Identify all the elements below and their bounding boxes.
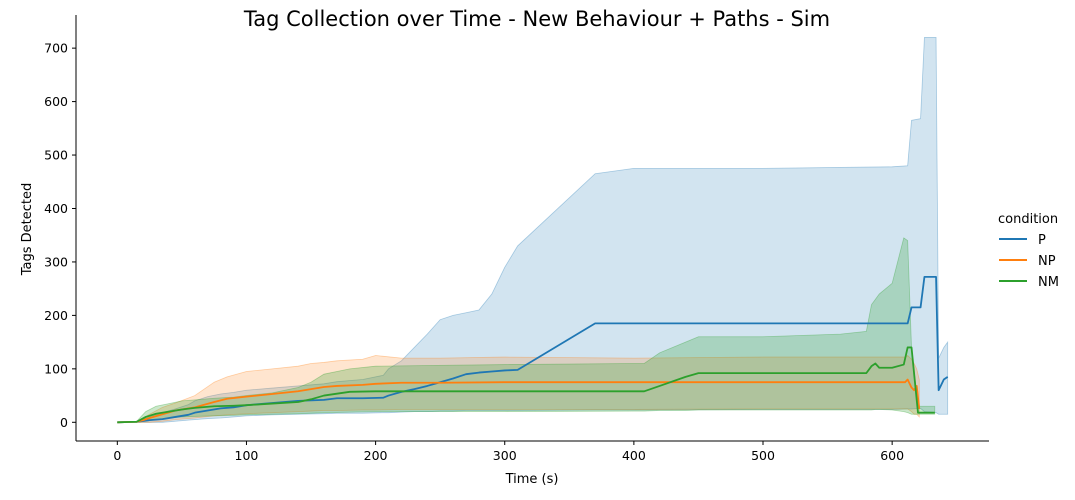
- confidence-bands: [117, 37, 949, 423]
- confidence-band-p: [117, 37, 949, 423]
- axes: 0 100 200 300 400 500 600 0 100 200 300 400 500 600 7…: [44, 15, 989, 463]
- y-tick-label: 500: [44, 148, 68, 163]
- series-lines: [117, 276, 949, 424]
- x-tick-label: 100: [235, 448, 259, 463]
- y-tick-label: 300: [44, 254, 68, 269]
- y-ticks: 0 100 200 300 400 500 600 700: [44, 41, 76, 430]
- y-tick-label: 0: [60, 415, 68, 430]
- y-tick-label: 200: [44, 308, 68, 323]
- y-axis-title: Tags Detected: [20, 183, 35, 277]
- y-tick-label: 100: [44, 361, 68, 376]
- x-tick-label: 200: [364, 448, 388, 463]
- y-tick-label: 400: [44, 201, 68, 216]
- y-tick-label: 600: [44, 94, 68, 109]
- x-ticks: 0 100 200 300 400 500 600: [113, 441, 904, 463]
- x-tick-label: 0: [113, 448, 121, 463]
- confidence-band-np: [117, 354, 920, 423]
- legend: condition P NP NM: [998, 212, 1059, 290]
- series-line-p: [117, 276, 949, 424]
- legend-label-np: NP: [1038, 254, 1056, 269]
- x-tick-label: 600: [880, 448, 904, 463]
- legend-title: condition: [998, 212, 1058, 227]
- confidence-band-nm: [117, 237, 936, 423]
- legend-label-p: P: [1038, 233, 1046, 248]
- x-tick-label: 300: [493, 448, 517, 463]
- legend-label-nm: NM: [1038, 275, 1059, 290]
- x-tick-label: 500: [751, 448, 775, 463]
- x-tick-label: 400: [622, 448, 646, 463]
- x-axis-title: Time (s): [505, 472, 559, 487]
- series-line-nm: [117, 346, 935, 424]
- y-tick-label: 700: [44, 41, 68, 56]
- plot-area: [117, 37, 949, 424]
- chart-title: Tag Collection over Time - New Behaviour…: [243, 7, 830, 31]
